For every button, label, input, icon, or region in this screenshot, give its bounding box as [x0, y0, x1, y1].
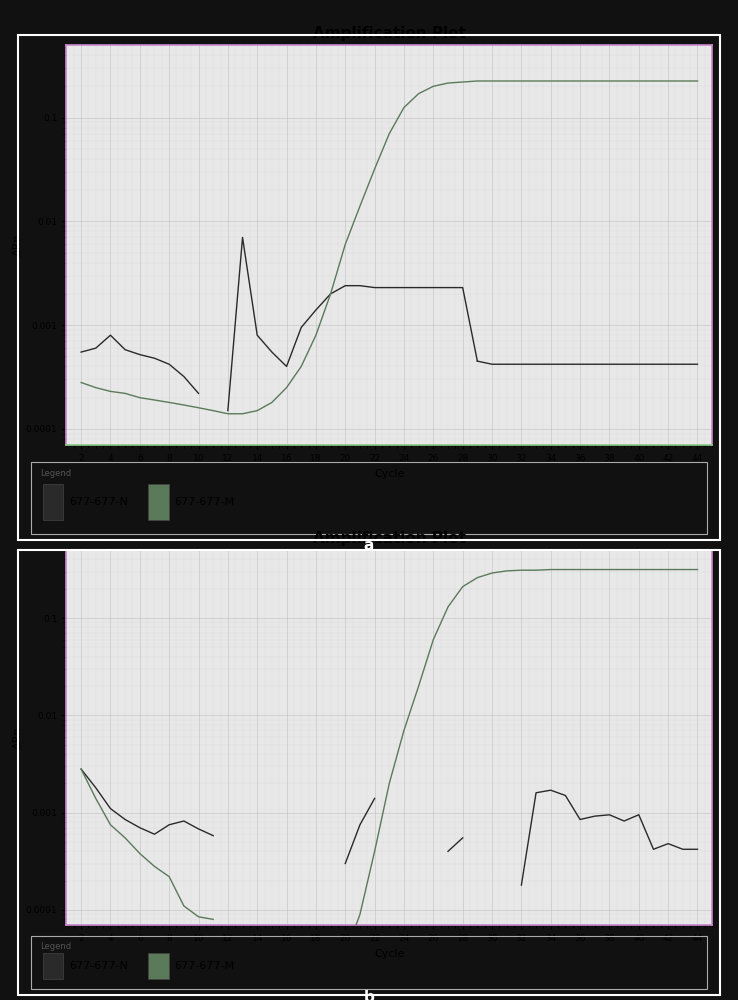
Text: b: b [364, 990, 374, 1000]
Y-axis label: ΔRn: ΔRn [13, 726, 23, 749]
Text: 677-677-N: 677-677-N [69, 961, 128, 971]
Text: a: a [364, 538, 374, 552]
FancyBboxPatch shape [43, 484, 63, 520]
X-axis label: Cycle: Cycle [374, 469, 404, 479]
Title: Amplification Plot: Amplification Plot [313, 531, 466, 546]
FancyBboxPatch shape [148, 484, 169, 520]
X-axis label: Cycle: Cycle [374, 949, 404, 959]
Text: 677-677-M: 677-677-M [174, 961, 234, 971]
Title: Amplification Plot: Amplification Plot [313, 26, 466, 41]
Text: 677-677-N: 677-677-N [69, 497, 128, 507]
FancyBboxPatch shape [148, 953, 169, 979]
FancyBboxPatch shape [43, 953, 63, 979]
Text: Legend: Legend [40, 469, 71, 478]
Text: 677-677-M: 677-677-M [174, 497, 234, 507]
Text: Legend: Legend [40, 942, 71, 951]
Y-axis label: ΔRn: ΔRn [13, 234, 23, 256]
